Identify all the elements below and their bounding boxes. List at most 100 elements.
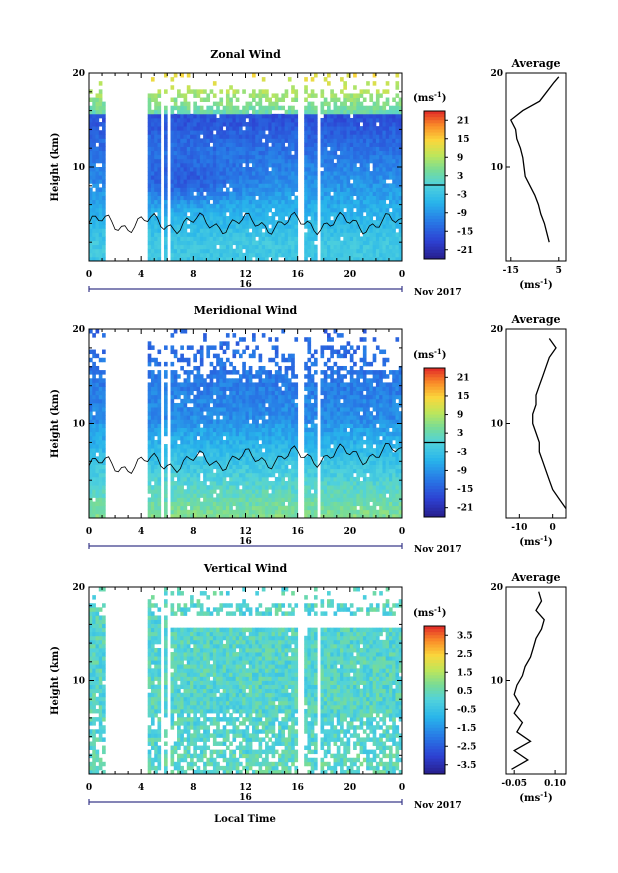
heatmap-cell [150, 252, 155, 258]
heatmap-cell [336, 105, 341, 111]
heatmap-cell [388, 228, 393, 233]
heatmap-cell [193, 252, 197, 258]
heatmap-cell [183, 97, 188, 103]
heatmap-cell [362, 224, 367, 229]
heatmap-cell [170, 256, 175, 262]
heatmap-cell [219, 203, 224, 209]
heatmap-cell [349, 252, 354, 258]
heatmap-cell [346, 244, 351, 250]
heatmap-cell [163, 220, 168, 225]
heatmap-cell [219, 154, 224, 160]
heatmap-cell [369, 126, 374, 131]
heatmap-cell [203, 154, 207, 160]
heatmap-cell [186, 370, 191, 375]
heatmap-cell [177, 476, 181, 482]
heatmap-cell [372, 134, 377, 139]
heatmap-cell [287, 472, 292, 478]
heatmap-cell [379, 216, 383, 221]
heatmap-cell [274, 382, 279, 387]
heatmap-cell [349, 191, 354, 197]
heatmap-cell [255, 390, 259, 396]
heatmap-cell [203, 390, 207, 396]
heatmap-cell [261, 191, 266, 197]
heatmap-cell [382, 154, 387, 160]
heatmap-cell [102, 468, 106, 474]
heatmap-cell [150, 435, 155, 441]
heatmap-cell [98, 497, 103, 502]
heatmap-cell [353, 150, 357, 156]
heatmap-cell [379, 211, 383, 217]
heatmap-cell [199, 382, 204, 387]
heatmap-cell [163, 509, 168, 515]
heatmap-cell [258, 167, 263, 172]
heatmap-cell [219, 493, 224, 498]
heatmap-cell [294, 183, 299, 188]
heatmap-cell [388, 211, 393, 217]
heatmap-cell [186, 398, 191, 404]
colorbar-segment [424, 126, 445, 130]
heatmap-cell [89, 150, 93, 156]
heatmap-cell [89, 216, 93, 221]
heatmap-cell [281, 489, 286, 494]
heatmap-cell [98, 134, 103, 139]
heatmap-cell [206, 256, 211, 262]
heatmap-cell [245, 236, 250, 241]
heatmap-cell [261, 220, 266, 225]
heatmap-cell [395, 207, 400, 213]
heatmap-cell [216, 179, 220, 184]
heatmap-cell [229, 444, 233, 449]
heatmap-cell [209, 105, 214, 111]
heatmap-cell [216, 105, 220, 111]
heatmap-cell [154, 485, 158, 490]
profile-x-tick-label: -15 [503, 266, 519, 276]
heatmap-cell [209, 448, 214, 453]
heatmap-cell [95, 179, 100, 184]
heatmap-cell [180, 244, 184, 250]
heatmap-cell [209, 464, 214, 470]
heatmap-cell [206, 444, 211, 449]
heatmap-cell [98, 513, 103, 519]
heatmap-cell [333, 232, 338, 237]
heatmap-cell [248, 468, 253, 474]
heatmap-cell [369, 203, 374, 209]
heatmap-cell [268, 439, 272, 445]
heatmap-cell [349, 183, 354, 188]
heatmap-cell [177, 452, 181, 457]
heatmap-cell [392, 122, 396, 127]
heatmap-cell [340, 207, 344, 213]
heatmap-cell [327, 207, 331, 213]
heatmap-cell [274, 113, 279, 119]
heatmap-cell [154, 220, 158, 225]
heatmap-cell [186, 390, 191, 396]
heatmap-cell [284, 365, 289, 371]
heatmap-cell [291, 476, 295, 482]
heatmap-cell [353, 256, 357, 262]
heatmap-cell [209, 211, 214, 217]
heatmap-cell [265, 134, 269, 139]
heatmap-cell [255, 113, 259, 119]
heatmap-cell [216, 509, 220, 515]
heatmap-cell [261, 199, 266, 205]
heatmap-cell [199, 224, 204, 229]
heatmap-cell [255, 134, 259, 139]
heatmap-cell [235, 415, 240, 420]
heatmap-cell [170, 382, 175, 387]
heatmap-cell [281, 452, 286, 457]
heatmap-cell [177, 407, 181, 412]
heatmap-cell [278, 187, 282, 192]
heatmap-cell [327, 248, 331, 254]
heatmap-cell [150, 138, 155, 143]
heatmap-cell [252, 183, 256, 188]
heatmap-cell [291, 171, 295, 176]
heatmap-cell [268, 105, 272, 111]
heatmap-cell [95, 489, 100, 494]
heatmap-cell [385, 126, 390, 131]
heatmap-cell [225, 411, 230, 416]
heatmap-cell [92, 485, 96, 490]
heatmap-cell [265, 423, 269, 429]
heatmap-cell [255, 138, 259, 143]
heatmap-cell [291, 513, 295, 519]
heatmap-cell [95, 370, 100, 375]
heatmap-cell [102, 199, 106, 205]
heatmap-cell [310, 220, 315, 225]
